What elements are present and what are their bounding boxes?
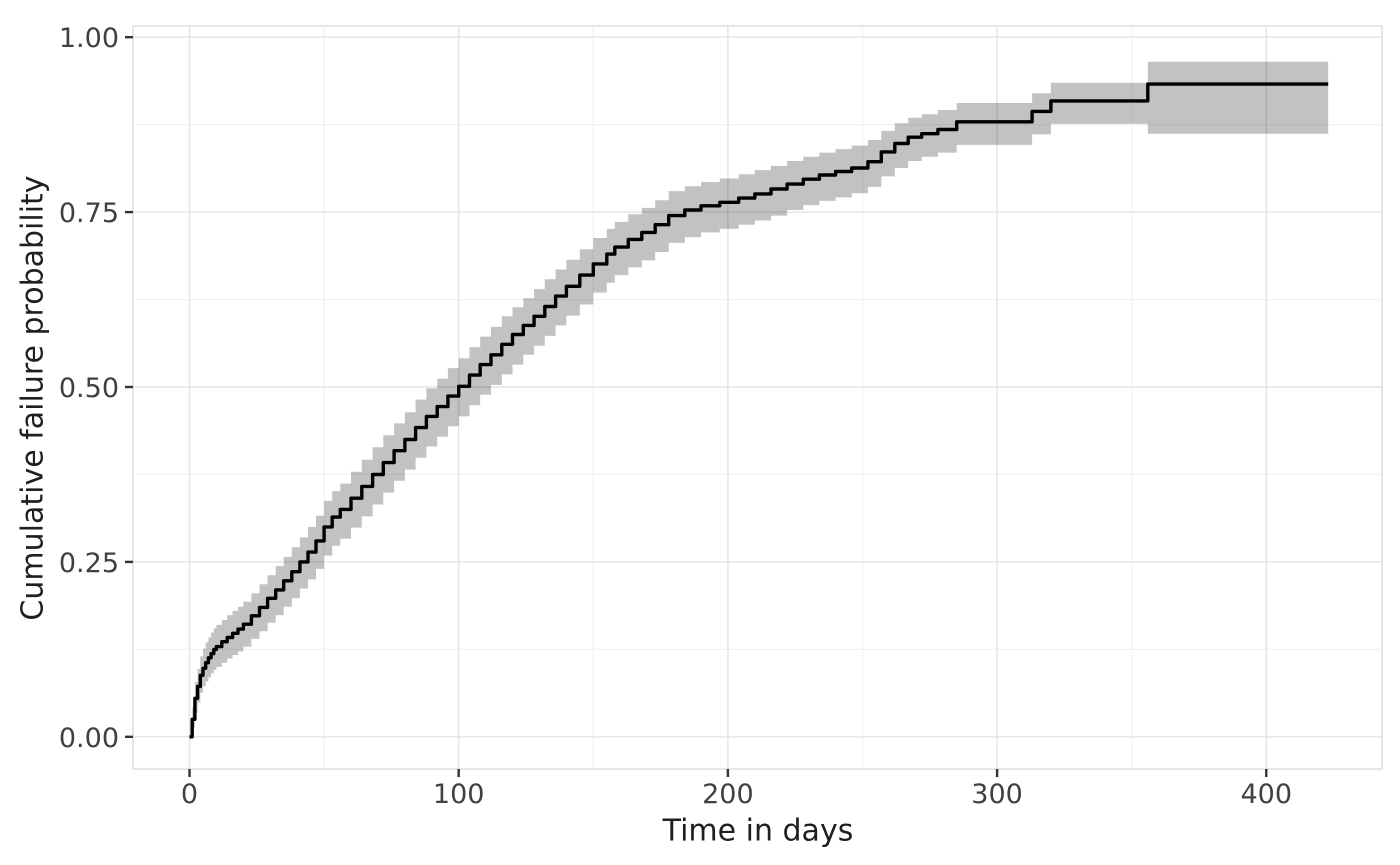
x-tick-label: 200 xyxy=(702,779,754,810)
axis-tick-labels: 0 100 200 300 400 0.00 0.25 0.50 0.75 1.00 xyxy=(59,23,1292,810)
x-tick-label: 300 xyxy=(971,779,1023,810)
confidence-band xyxy=(189,61,1329,737)
y-tick-label: 1.00 xyxy=(59,23,119,54)
x-tick-label: 100 xyxy=(433,779,485,810)
y-axis-title: Cumulative failure probability xyxy=(15,175,51,621)
grid-minor xyxy=(133,26,1382,769)
x-axis-title: Time in days xyxy=(662,813,854,849)
grid-major xyxy=(133,26,1382,769)
y-tick-label: 0.00 xyxy=(59,723,119,754)
y-tick-label: 0.25 xyxy=(59,548,119,579)
axis-tick-marks xyxy=(125,35,1268,777)
y-tick-label: 0.75 xyxy=(59,198,119,229)
plot-panel xyxy=(133,26,1382,769)
y-tick-label: 0.50 xyxy=(59,373,119,404)
x-tick-label: 400 xyxy=(1240,779,1292,810)
survival-step-curve xyxy=(189,82,1329,739)
panel-border xyxy=(132,25,1383,770)
x-tick-label: 0 xyxy=(181,779,198,810)
